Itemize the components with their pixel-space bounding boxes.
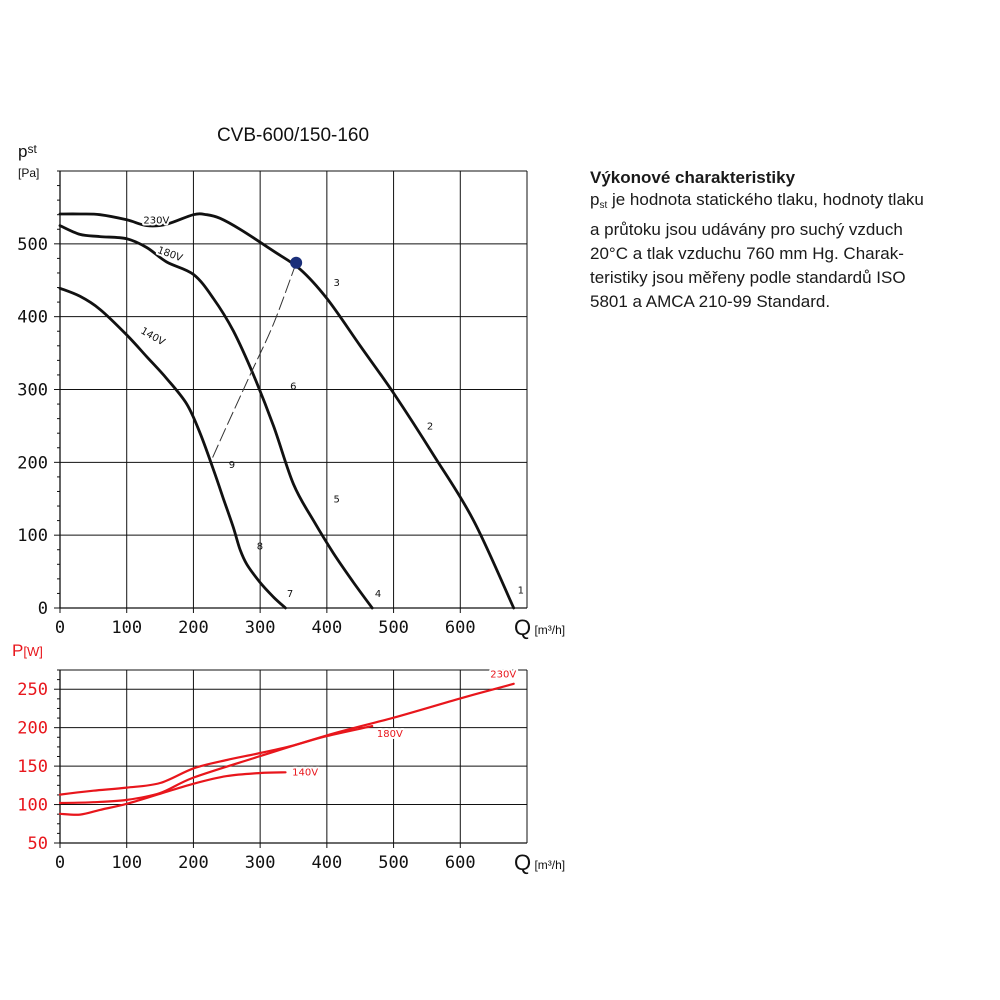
series-line-230V xyxy=(58,682,515,805)
y-axis-unit: [W] xyxy=(23,644,43,659)
x-tick-label: 400 xyxy=(311,618,342,638)
system-curve xyxy=(211,262,297,459)
point-label: 7 xyxy=(287,589,293,600)
y-tick-label: 400 xyxy=(17,308,48,328)
operating-point xyxy=(290,256,303,269)
point-label: 8 xyxy=(257,542,263,553)
pressure-symbol-sub: st xyxy=(599,200,608,211)
x-tick-label: 200 xyxy=(178,853,209,873)
description-line-3: 20°C a tlak vzduchu 760 mm Hg. Charak- xyxy=(590,244,904,263)
x-tick-label: 0 xyxy=(55,853,65,873)
point-label: 9 xyxy=(229,460,235,471)
power-chart: 0 100 200 300 400 500 600 50 100 150 200 250 P[W] Q [… xyxy=(12,641,565,875)
series-line-180V xyxy=(58,224,374,610)
description-heading: Výkonové charakteristiky xyxy=(590,168,796,187)
x-tick-label: 600 xyxy=(445,618,476,638)
x-tick-label: 400 xyxy=(311,853,342,873)
y-tick-label: 100 xyxy=(17,526,48,546)
series-line-180V xyxy=(58,725,374,796)
y-axis-symbol-sub: st xyxy=(27,142,37,156)
series-line-140V xyxy=(58,286,287,610)
y-tick-label: 500 xyxy=(17,235,48,255)
pressure-symbol: p xyxy=(590,190,600,209)
series-line-140V xyxy=(58,771,287,816)
series-label: 140V xyxy=(292,767,318,778)
series-label: 180V xyxy=(377,729,403,740)
point-label: 3 xyxy=(334,278,340,289)
series-label: 230V xyxy=(490,670,516,681)
y-axis-label: P[W] xyxy=(12,641,43,660)
y-tick-label: 100 xyxy=(17,796,48,816)
x-tick-label: 500 xyxy=(378,618,409,638)
y-axis-symbol: P xyxy=(12,641,23,660)
series-label: 230V xyxy=(143,215,169,226)
series-label-halo: 180V xyxy=(377,729,403,740)
point-label: 2 xyxy=(427,422,433,433)
x-tick-label: 500 xyxy=(378,853,409,873)
x-axis-symbol: Q xyxy=(514,850,531,875)
x-axis-symbol: Q xyxy=(514,615,531,640)
description-line-2: a průtoku jsou udávány pro suchý vzduch xyxy=(590,220,903,239)
x-tick-label: 300 xyxy=(245,853,276,873)
description-text: pst je hodnota statického tlaku, hodnoty… xyxy=(590,188,990,314)
series-label-halo: 230V xyxy=(490,670,516,681)
y-axis-unit: [Pa] xyxy=(18,166,39,180)
pressure-chart: 0 100 200 300 400 500 600 0 100 200 300 400 500 pst [P… xyxy=(17,142,565,640)
x-axis-unit: [m³/h] xyxy=(531,858,565,872)
series-label-halo: 140V xyxy=(292,767,318,778)
x-axis-label: Q [m³/h] xyxy=(514,850,565,875)
x-axis-unit: [m³/h] xyxy=(531,623,565,637)
y-tick-label: 150 xyxy=(17,757,48,777)
x-tick-label: 300 xyxy=(245,618,276,638)
description-line-4: teristiky jsou měřeny podle standardů IS… xyxy=(590,268,906,287)
point-label: 1 xyxy=(518,585,524,596)
performance-description: Výkonové charakteristiky pst je hodnota … xyxy=(590,167,990,314)
point-label: 5 xyxy=(334,494,340,505)
series-label-halo: 230V xyxy=(143,215,169,226)
description-line-1-text: je hodnota statického tlaku, hodnoty tla… xyxy=(607,190,924,209)
description-line-5: 5801 a AMCA 210-99 Standard. xyxy=(590,292,831,311)
y-tick-label: 250 xyxy=(17,680,48,700)
description-line-1: pst je hodnota statického tlaku, hodnoty… xyxy=(590,188,990,218)
chart-title: CVB-600/150-160 xyxy=(217,125,369,146)
series-label: 140V xyxy=(139,326,167,349)
x-axis-label: Q [m³/h] xyxy=(514,615,565,640)
y-tick-label: 200 xyxy=(17,453,48,473)
y-tick-label: 50 xyxy=(28,834,48,854)
point-label: 6 xyxy=(290,382,296,393)
x-tick-label: 200 xyxy=(178,618,209,638)
y-tick-label: 0 xyxy=(38,599,48,619)
y-tick-label: 300 xyxy=(17,381,48,401)
y-axis-label: pst xyxy=(18,142,37,161)
x-tick-label: 100 xyxy=(111,618,142,638)
y-axis-symbol: p xyxy=(18,142,27,161)
series-line-230V xyxy=(58,212,516,610)
y-tick-label: 200 xyxy=(17,719,48,739)
x-tick-label: 100 xyxy=(111,853,142,873)
x-tick-label: 0 xyxy=(55,618,65,638)
series-label: 180V xyxy=(156,245,184,264)
x-tick-label: 600 xyxy=(445,853,476,873)
point-label: 4 xyxy=(375,589,381,600)
